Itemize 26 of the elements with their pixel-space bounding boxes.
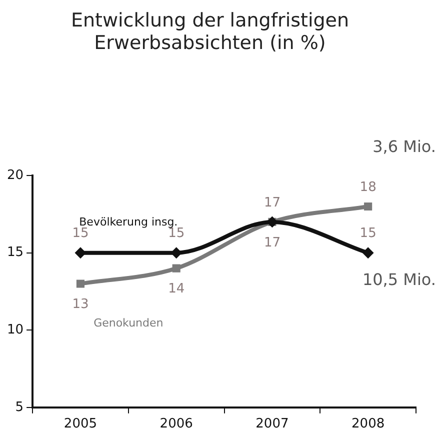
point	[74, 247, 86, 258]
data-label: 13	[72, 297, 89, 312]
data-label: 15	[360, 226, 376, 242]
text: Genokunden	[94, 316, 164, 330]
x-tick-label: 2005	[64, 416, 98, 432]
point	[364, 202, 372, 211]
data-label: 14	[168, 282, 185, 297]
point	[362, 247, 374, 258]
x-tick-label: 2007	[256, 416, 289, 432]
y-tick-label: 20	[6, 168, 24, 183]
point	[170, 247, 182, 258]
chart-title: Entwicklung der langfristigen Erwerbsabsichten (in %)	[70, 9, 350, 54]
text: 3,6 Mio.	[372, 136, 436, 156]
data-label: 15	[72, 226, 89, 242]
y-tick-label: 10	[6, 322, 24, 338]
point	[76, 280, 85, 288]
data-label: 18	[360, 180, 376, 195]
x-tick-label: 2008	[352, 416, 385, 432]
series-label: Bevölkerung insg.	[79, 216, 178, 229]
data-label: 17	[264, 235, 280, 250]
point	[172, 264, 180, 272]
data-label: 17	[264, 195, 280, 210]
y-tick-label: 15	[6, 245, 24, 260]
x-tick-label: 2006	[160, 416, 193, 432]
annotation: 10,5 Mio.	[362, 270, 436, 290]
y-tick-label: 5	[15, 400, 24, 415]
